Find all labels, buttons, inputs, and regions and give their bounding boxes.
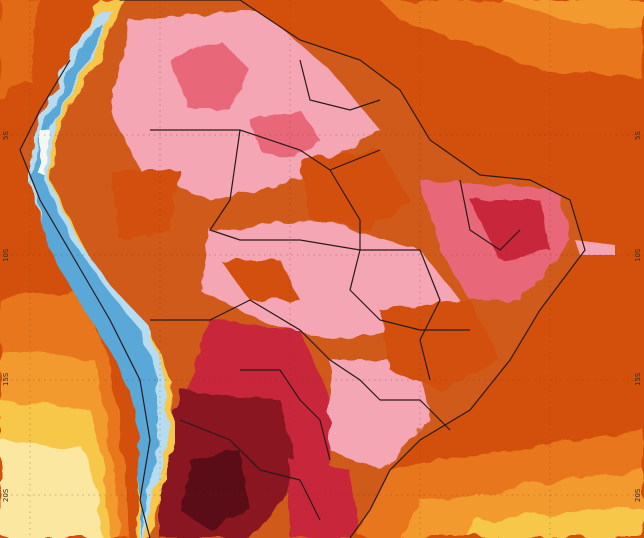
lat-label-left-3: 15S [2,372,10,386]
lat-label-right-3: 15S [634,372,642,386]
andes-cool-band [28,0,175,538]
lat-label-right-4: 20S [634,488,642,502]
lat-label-left-1: 5S [2,131,10,140]
borders [19,0,586,538]
lat-label-right-2: 10S [634,248,642,262]
atlantic-pink-patch [575,240,615,255]
lat-label-left-2: 10S [2,248,10,262]
lat-label-right-1: 5S [634,131,642,140]
lat-label-left-4: 20S [2,488,10,502]
lat-labels-left: 5S 10S 15S 20S [2,131,10,502]
lat-labels-right: 5S 10S 15S 20S [634,131,642,502]
